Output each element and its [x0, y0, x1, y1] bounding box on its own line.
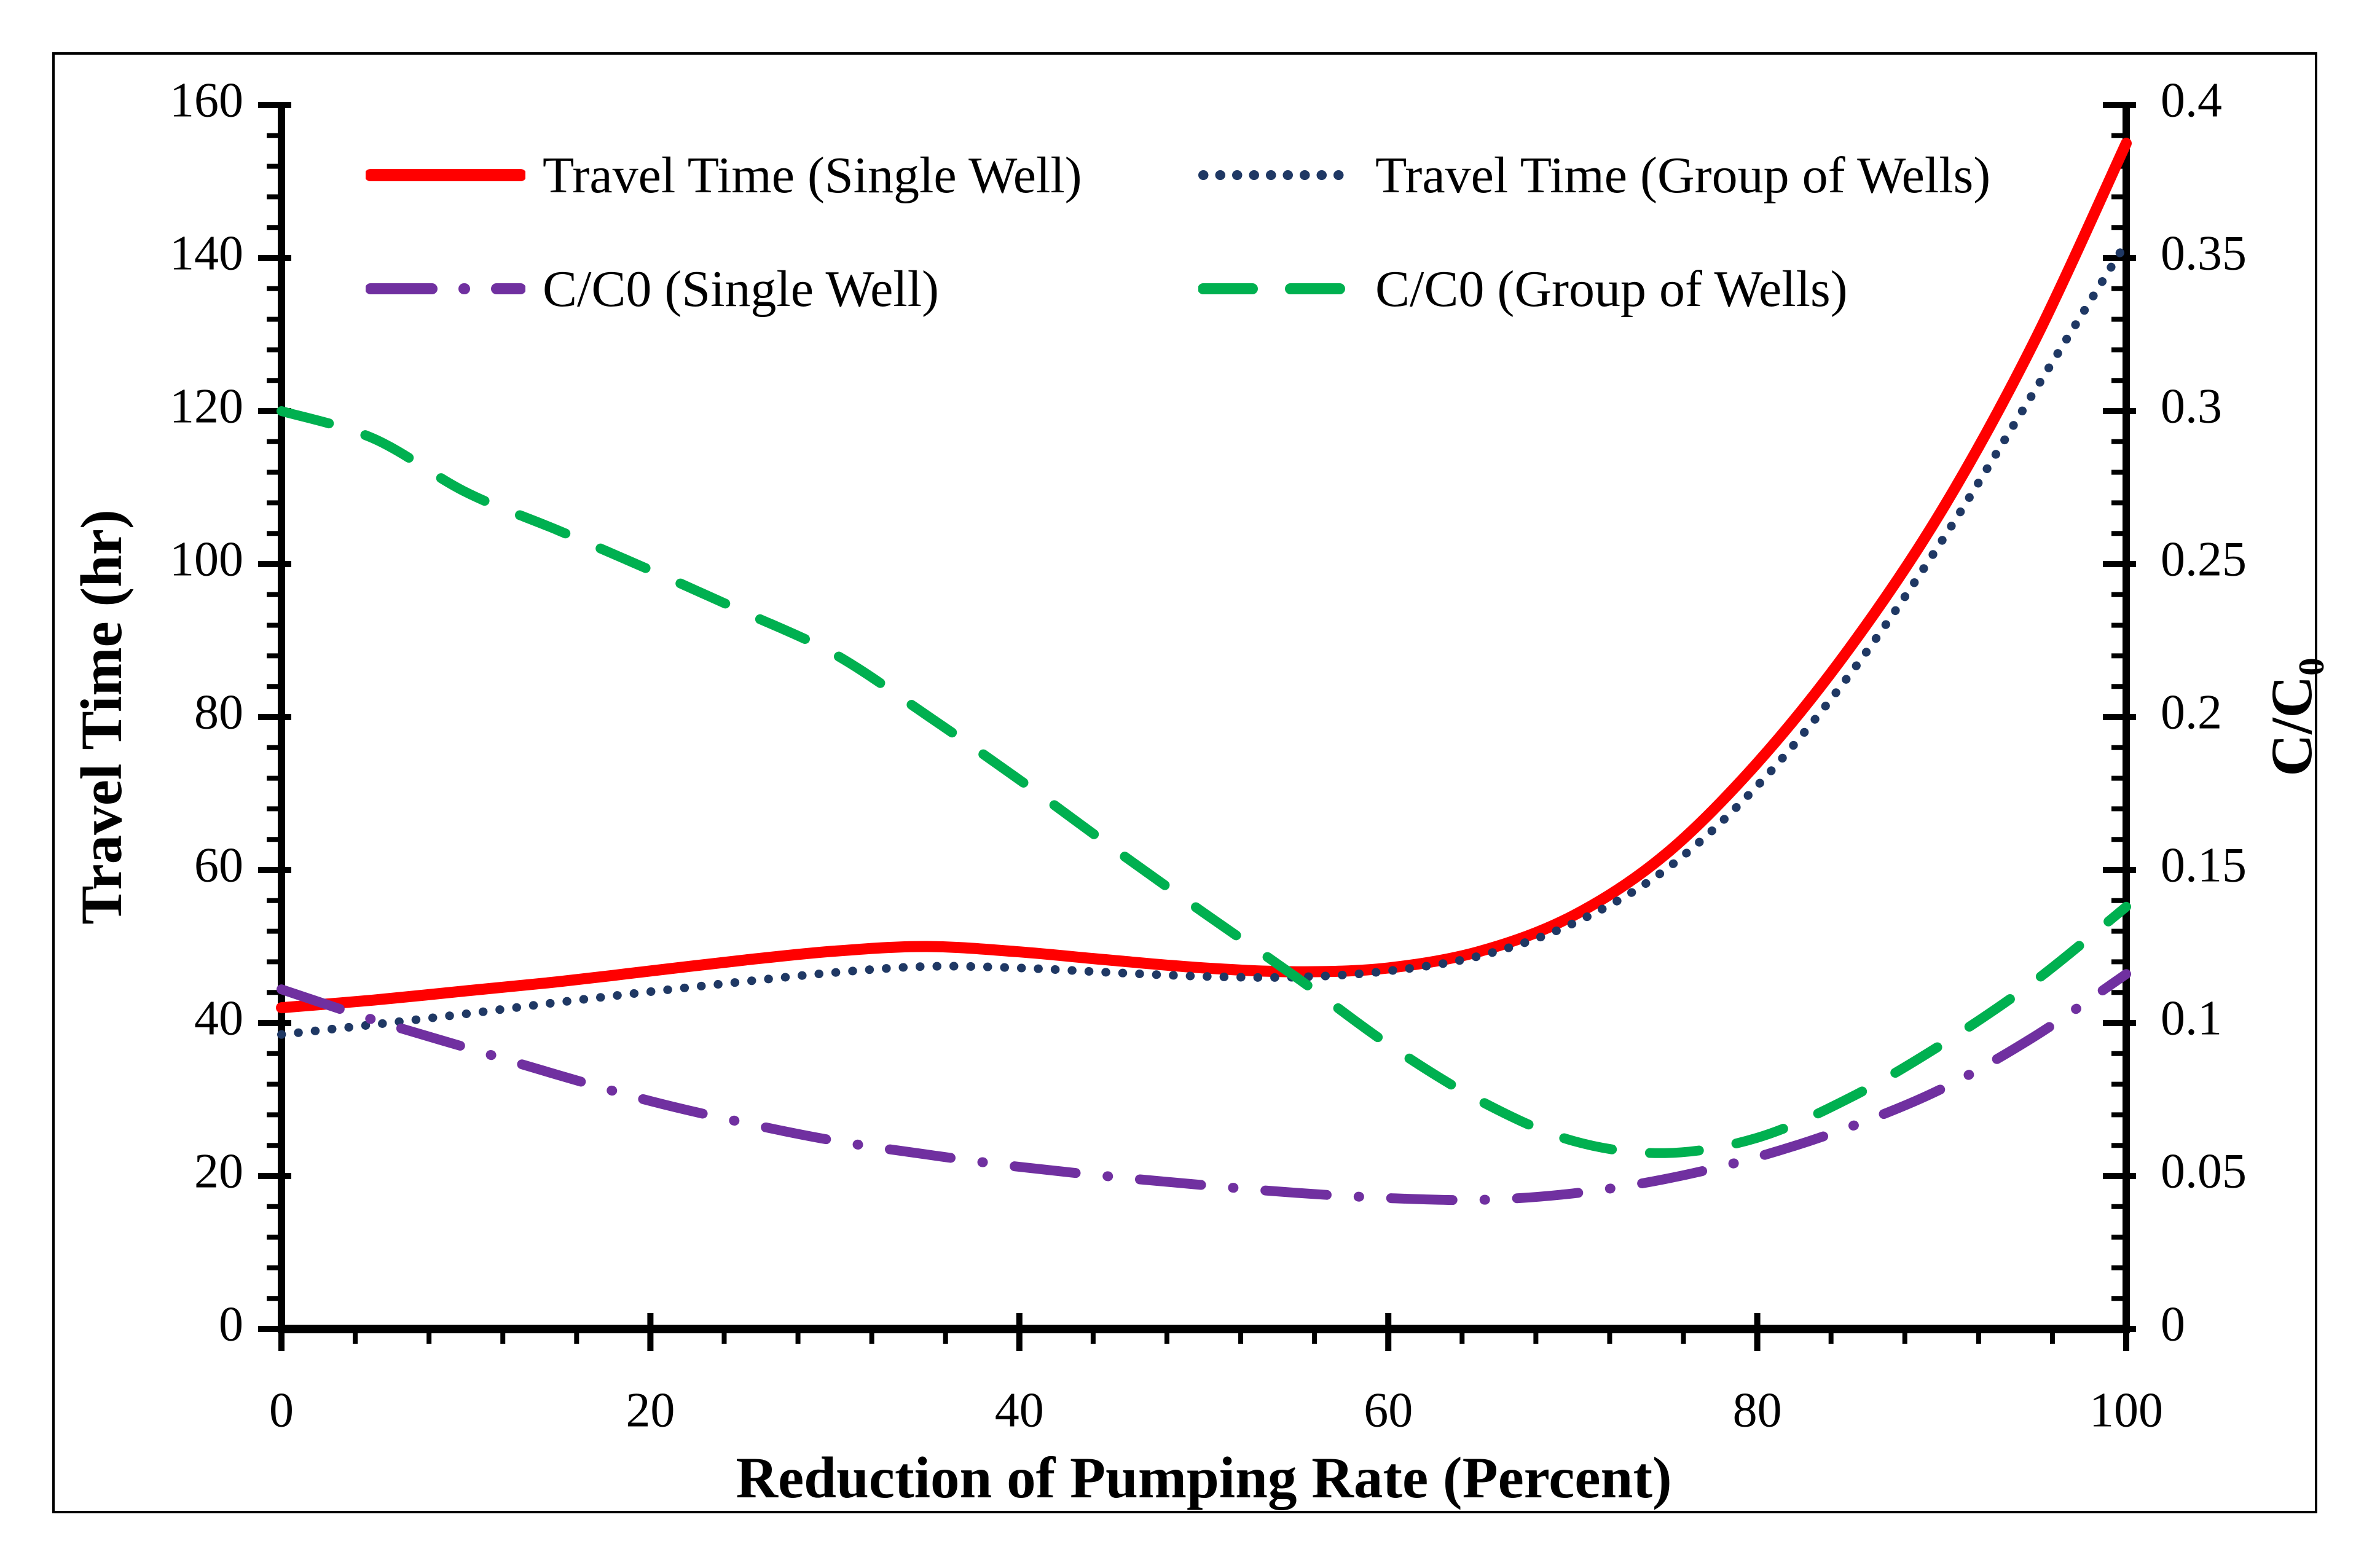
y-axis-right-title-sub: 0: [2291, 657, 2331, 676]
legend-swatch-dotted-navy-line: [1198, 170, 1358, 180]
legend-item-cc0-single-well: C/C0 (Single Well): [366, 255, 939, 323]
svg-text:100: 100: [170, 532, 243, 586]
legend-swatch-dashed-green-line: [1198, 283, 1358, 294]
svg-text:0: 0: [219, 1297, 243, 1351]
legend-item-cc0-group-of-wells: C/C0 (Group of Wells): [1198, 255, 1848, 323]
svg-text:0.2: 0.2: [2161, 685, 2222, 739]
y-axis-right: 0 0.05 0.1 0.15 0.2 0.25 0.3 0.35 0.4: [2103, 73, 2247, 1351]
svg-text:60: 60: [1364, 1383, 1413, 1437]
legend-item-travel-time-group-of-wells: Travel Time (Group of Wells): [1198, 141, 1990, 209]
svg-text:0.05: 0.05: [2161, 1144, 2247, 1198]
svg-text:80: 80: [194, 685, 243, 739]
svg-text:0.15: 0.15: [2161, 838, 2247, 892]
svg-text:60: 60: [194, 838, 243, 892]
y-axis-left-title: Travel Time (hr): [69, 509, 134, 925]
legend-item-travel-time-single-well: Travel Time (Single Well): [366, 141, 1082, 209]
legend-label: C/C0 (Single Well): [543, 260, 940, 318]
series-c-c0-group-of-wells: [277, 406, 2131, 1158]
legend-label: Travel Time (Single Well): [543, 146, 1082, 204]
svg-text:20: 20: [626, 1383, 675, 1437]
series-travel-time-group-of-wells: [277, 238, 2130, 1039]
legend-label: Travel Time (Group of Wells): [1375, 146, 1991, 204]
svg-text:100: 100: [2089, 1383, 2163, 1437]
svg-text:120: 120: [170, 379, 243, 433]
svg-text:0.3: 0.3: [2161, 379, 2222, 433]
svg-text:160: 160: [170, 73, 243, 127]
legend-swatch-dashdot-purple-line: [366, 283, 525, 294]
legend-swatch-solid-red-line: [366, 169, 525, 181]
svg-text:20: 20: [194, 1144, 243, 1198]
svg-text:0.1: 0.1: [2161, 991, 2222, 1045]
svg-text:0.25: 0.25: [2161, 532, 2247, 586]
svg-text:40: 40: [995, 1383, 1044, 1437]
x-axis: 0 20 40 60 80 100: [269, 1313, 2163, 1437]
svg-text:140: 140: [170, 226, 243, 280]
svg-text:80: 80: [1733, 1383, 1782, 1437]
svg-text:0: 0: [269, 1383, 294, 1437]
y-axis-right-title: C/C0: [2258, 657, 2333, 776]
svg-text:0.35: 0.35: [2161, 226, 2247, 280]
figure-border: [52, 52, 2317, 1513]
series-c-c0-single-well: [277, 969, 2131, 1205]
svg-text:40: 40: [194, 991, 243, 1045]
svg-text:0: 0: [2161, 1297, 2185, 1351]
svg-text:0.4: 0.4: [2161, 73, 2222, 127]
series-travel-time-single-well: [276, 138, 2132, 1014]
y-axis-left: 0 20 40 60 80 100 120 140 160: [170, 73, 291, 1351]
legend-label: C/C0 (Group of Wells): [1375, 260, 1848, 318]
x-axis-title: Reduction of Pumping Rate (Percent): [736, 1445, 1672, 1510]
y-axis-right-title-base: C/C: [2259, 675, 2324, 777]
